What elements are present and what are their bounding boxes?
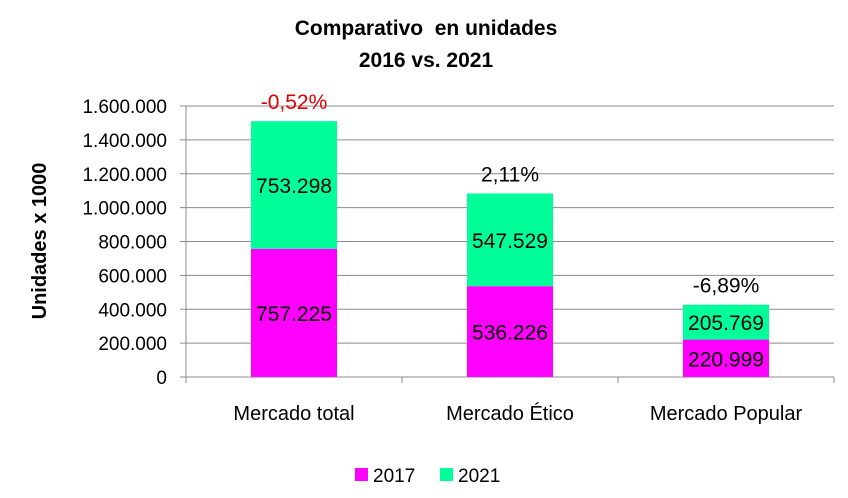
y-tick-label: 600.000 [98, 266, 167, 287]
x-category-label: Mercado Ético [446, 402, 574, 425]
legend-swatch-2021 [440, 468, 453, 481]
data-labels: 757.225 753.298 -0,52% 536.226 547.529 2,11% 2… [256, 91, 764, 371]
y-tick-label: 400.000 [98, 300, 167, 321]
bar-2021-0 [251, 121, 337, 249]
chart-title-line-1: Comparativo en unidades [295, 17, 558, 40]
legend-swatch-2017 [355, 468, 368, 481]
y-tick-label: 200.000 [98, 334, 167, 355]
bar-2021-2 [683, 304, 769, 340]
data-label: 757.225 [256, 303, 332, 326]
chart-title-line-2: 2016 vs. 2021 [359, 49, 494, 72]
data-label: 205.769 [688, 312, 764, 335]
legend: 2017 2021 [355, 466, 500, 487]
data-label: 536.226 [472, 322, 548, 345]
bar-2017-2 [683, 339, 769, 377]
bar-2021-1 [467, 193, 553, 287]
y-tick-label: 800.000 [98, 233, 167, 254]
y-axis-title: Unidades x 1000 [29, 163, 51, 320]
bars [251, 121, 769, 377]
y-tick-label: 1.600.000 [82, 97, 167, 118]
y-tick-label: 1.400.000 [82, 131, 167, 152]
axes: 0 200.000 400.000 600.000 800.000 1.000.000 1.… [82, 97, 835, 425]
percent-change-label: -0,52% [261, 91, 328, 114]
chart-title: Comparativo en unidades 2016 vs. 2021 [295, 17, 558, 72]
legend-label: 2021 [458, 466, 500, 487]
percent-change-label: 2,11% [481, 163, 539, 186]
bar-2017-1 [467, 286, 553, 377]
y-tick-label: 1.200.000 [82, 165, 167, 186]
bar-2017-0 [251, 248, 337, 377]
x-category-label: Mercado Popular [650, 403, 803, 425]
y-tick-label: 1.000.000 [82, 199, 167, 220]
data-label: 547.529 [472, 230, 548, 253]
legend-label: 2017 [373, 466, 415, 487]
x-category-label: Mercado total [233, 403, 354, 425]
y-tick-label: 0 [156, 368, 167, 389]
data-label: 220.999 [688, 348, 764, 371]
percent-change-label: -6,89% [693, 275, 760, 298]
data-label: 753.298 [256, 175, 332, 198]
